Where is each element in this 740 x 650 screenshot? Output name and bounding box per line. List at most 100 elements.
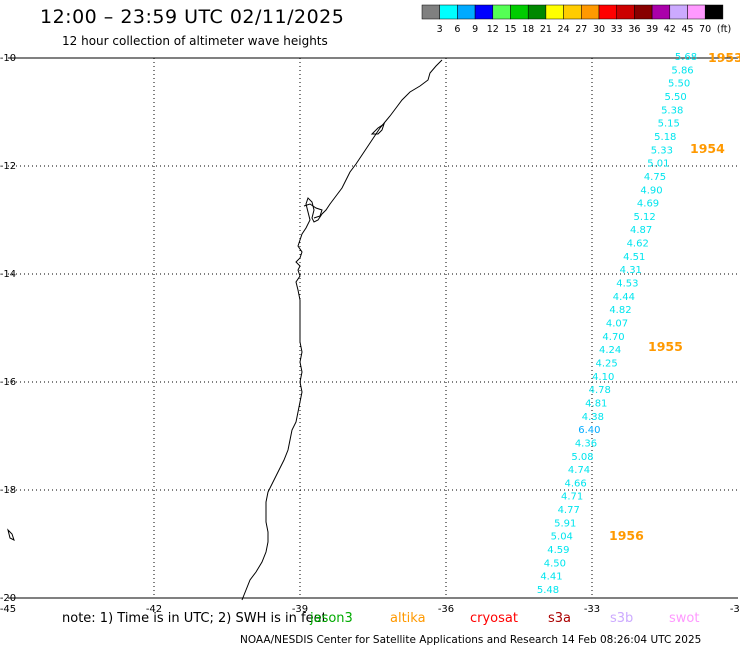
pass-hour-label: 1953: [708, 50, 740, 65]
wave-height-value: 4.66: [564, 478, 586, 489]
wave-height-value: 5.01: [647, 159, 669, 170]
wave-height-value: 4.31: [620, 265, 642, 276]
wave-height-value: 5.18: [654, 132, 676, 143]
legend-tick-label: 9: [472, 24, 478, 35]
wave-height-value: 4.38: [582, 412, 604, 423]
legend-tick-label: 21: [540, 24, 552, 35]
wave-height-value: 4.70: [602, 332, 624, 343]
legend-tick-label: 33: [611, 24, 623, 35]
wave-height-value: 4.77: [558, 505, 580, 516]
latitude-tick-label: -16: [0, 377, 16, 388]
legend-tick-label: 30: [593, 24, 605, 35]
wave-height-value: 5.86: [671, 65, 693, 76]
map-grid: [8, 58, 738, 598]
legend-swatch: [492, 4, 511, 20]
longitude-tick-label: -30: [730, 604, 740, 615]
wave-height-value: 5.12: [633, 212, 655, 223]
legend-tick-label: 24: [558, 24, 570, 35]
latitude-tick-label: -20: [0, 593, 16, 604]
wave-height-value: 4.25: [596, 358, 618, 369]
wave-height-value: 4.82: [609, 305, 631, 316]
map-axes: -45 -42 -39 -36 -33 -30 -10 -12 -14 -16 -18 -20: [0, 53, 740, 615]
wave-height-value: 4.69: [637, 199, 659, 210]
wave-height-value: 4.87: [630, 225, 652, 236]
wave-height-value: 5.68: [675, 52, 697, 63]
wave-height-value: 4.44: [613, 292, 635, 303]
wave-height-value: 4.51: [623, 252, 645, 263]
wave-height-value: 4.59: [547, 545, 569, 556]
legend-swatch: [474, 4, 494, 20]
legend-swatch: [510, 4, 529, 20]
pass-hour-label: 1955: [648, 339, 683, 354]
wave-height-value: 5.04: [551, 532, 573, 543]
wave-height-value: 4.50: [544, 558, 566, 569]
wave-height-value: 5.38: [661, 105, 683, 116]
wave-height-value: 4.75: [644, 172, 666, 183]
wave-height-value: 5.50: [668, 79, 690, 90]
footer-note: note: 1) Time is in UTC; 2) SWH is in fe…: [62, 611, 327, 626]
latitude-tick-label: -12: [0, 161, 16, 172]
map-title: 12:00 – 23:59 UTC 02/11/2025: [40, 6, 345, 28]
footer-credit: NOAA/NESDIS Center for Satellite Applica…: [240, 634, 702, 646]
legend-swatch: [421, 4, 440, 20]
legend-swatch: [616, 4, 635, 20]
longitude-tick-label: -39: [292, 604, 308, 615]
wave-height-value: 4.36: [575, 438, 597, 449]
legend-swatch: [669, 4, 688, 20]
wave-height-value: 4.62: [627, 239, 649, 250]
satellite-name: altika: [390, 611, 426, 626]
wave-height-value: 4.53: [616, 279, 638, 290]
legend-unit: (ft): [717, 24, 731, 35]
satellite-name: swot: [669, 611, 700, 626]
wave-height-value: 4.24: [599, 345, 621, 356]
pass-hour-label: 1954: [690, 141, 725, 156]
wave-height-value: 5.50: [665, 92, 687, 103]
wave-height-value: 4.10: [592, 372, 614, 383]
satellite-name: cryosat: [470, 611, 518, 626]
legend-tick-label: 45: [681, 24, 693, 35]
legend-swatch: [527, 4, 547, 20]
satellite-name: s3b: [610, 611, 634, 626]
map-subtitle: 12 hour collection of altimeter wave hei…: [62, 34, 328, 48]
legend-swatch: [457, 4, 476, 20]
legend-swatch: [598, 4, 617, 20]
wave-height-value: 5.33: [651, 145, 673, 156]
wave-height-value: 4.78: [589, 385, 611, 396]
longitude-tick-label: -33: [584, 604, 600, 615]
pass-hour-label: 1956: [609, 528, 644, 543]
legend-tick-label: 42: [664, 24, 676, 35]
legend-tick-label: 36: [628, 24, 640, 35]
legend-swatch: [634, 4, 653, 20]
wave-height-value: 4.07: [606, 319, 628, 330]
longitude-tick-label: -45: [0, 604, 16, 615]
wave-height-value: 5.48: [537, 585, 559, 596]
legend-tick-label: 18: [522, 24, 534, 35]
brazil-coastline: [241, 59, 443, 601]
wave-height-value: 4.71: [561, 492, 583, 503]
legend-tick-label: 15: [504, 24, 516, 35]
coastline-island: [7, 528, 15, 541]
longitude-tick-label: -36: [438, 604, 454, 615]
legend-tick-label: 27: [575, 24, 587, 35]
wave-height-value: 4.41: [540, 572, 562, 583]
wave-height-value: 4.90: [640, 185, 662, 196]
wave-height-value: 5.08: [571, 452, 593, 463]
latitude-tick-label: -18: [0, 485, 16, 496]
wave-height-value: 5.15: [658, 119, 680, 130]
longitude-tick-label: -42: [146, 604, 162, 615]
pass-hour-labels: 1953 1954 1955 1956: [609, 50, 740, 543]
legend-tick-label: 12: [487, 24, 499, 35]
legend-tick-label: 6: [454, 24, 460, 35]
legend-tick-label: 39: [646, 24, 658, 35]
latitude-tick-label: -10: [0, 53, 16, 64]
map-frame: [8, 57, 738, 599]
legend-swatch: [687, 4, 706, 20]
legend-swatch: [581, 4, 600, 20]
legend-swatch: [651, 4, 671, 20]
legend-swatch: [545, 4, 564, 20]
wave-height-value: 5.91: [554, 518, 576, 529]
wave-height-value: 4.81: [585, 398, 607, 409]
satellite-name: s3a: [548, 611, 572, 626]
wave-height-value: 4.74: [568, 465, 590, 476]
